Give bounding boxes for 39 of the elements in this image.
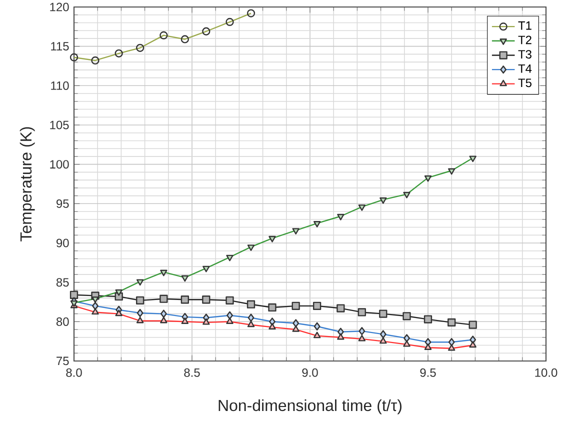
legend-label: T1 bbox=[518, 21, 532, 30]
y-tick-label: 95 bbox=[56, 199, 69, 208]
x-tick-label: 8.0 bbox=[66, 368, 82, 377]
point bbox=[226, 296, 234, 304]
point bbox=[180, 296, 189, 304]
y-axis-title: Temperature (K) bbox=[20, 127, 35, 242]
y-tick-label: 120 bbox=[50, 2, 69, 12]
y-tick-label: 110 bbox=[51, 81, 69, 90]
y-tick-label: 85 bbox=[56, 278, 69, 287]
legend-label: T5 bbox=[518, 78, 532, 88]
legend-label: T2 bbox=[518, 36, 532, 44]
y-tick-label: 100 bbox=[50, 160, 69, 169]
point bbox=[468, 320, 477, 329]
point bbox=[358, 308, 366, 316]
point bbox=[313, 302, 322, 310]
point bbox=[160, 294, 168, 303]
point bbox=[448, 318, 456, 327]
legend-label: T3 bbox=[518, 50, 532, 59]
point bbox=[292, 302, 300, 310]
point bbox=[424, 315, 432, 324]
point bbox=[402, 312, 411, 320]
point bbox=[202, 296, 210, 304]
x-tick-label: 9.0 bbox=[302, 368, 318, 377]
y-tick-label: 80 bbox=[56, 317, 69, 326]
point bbox=[70, 290, 78, 299]
x-tick-label: 10.0 bbox=[535, 368, 558, 377]
legend-label: T4 bbox=[518, 64, 532, 73]
y-tick-label: 90 bbox=[56, 238, 69, 248]
x-axis-title: Non-dimensional time (t/τ) bbox=[218, 399, 402, 414]
point bbox=[246, 300, 256, 308]
y-tick-label: 105 bbox=[50, 120, 69, 130]
point bbox=[268, 303, 276, 312]
x-tick-label: 8.5 bbox=[184, 368, 200, 377]
y-tick-label: 75 bbox=[56, 356, 69, 366]
point bbox=[379, 310, 388, 318]
y-tick-label: 115 bbox=[51, 42, 69, 51]
x-tick-label: 9.5 bbox=[420, 368, 436, 377]
point bbox=[136, 296, 144, 304]
point bbox=[336, 304, 345, 312]
